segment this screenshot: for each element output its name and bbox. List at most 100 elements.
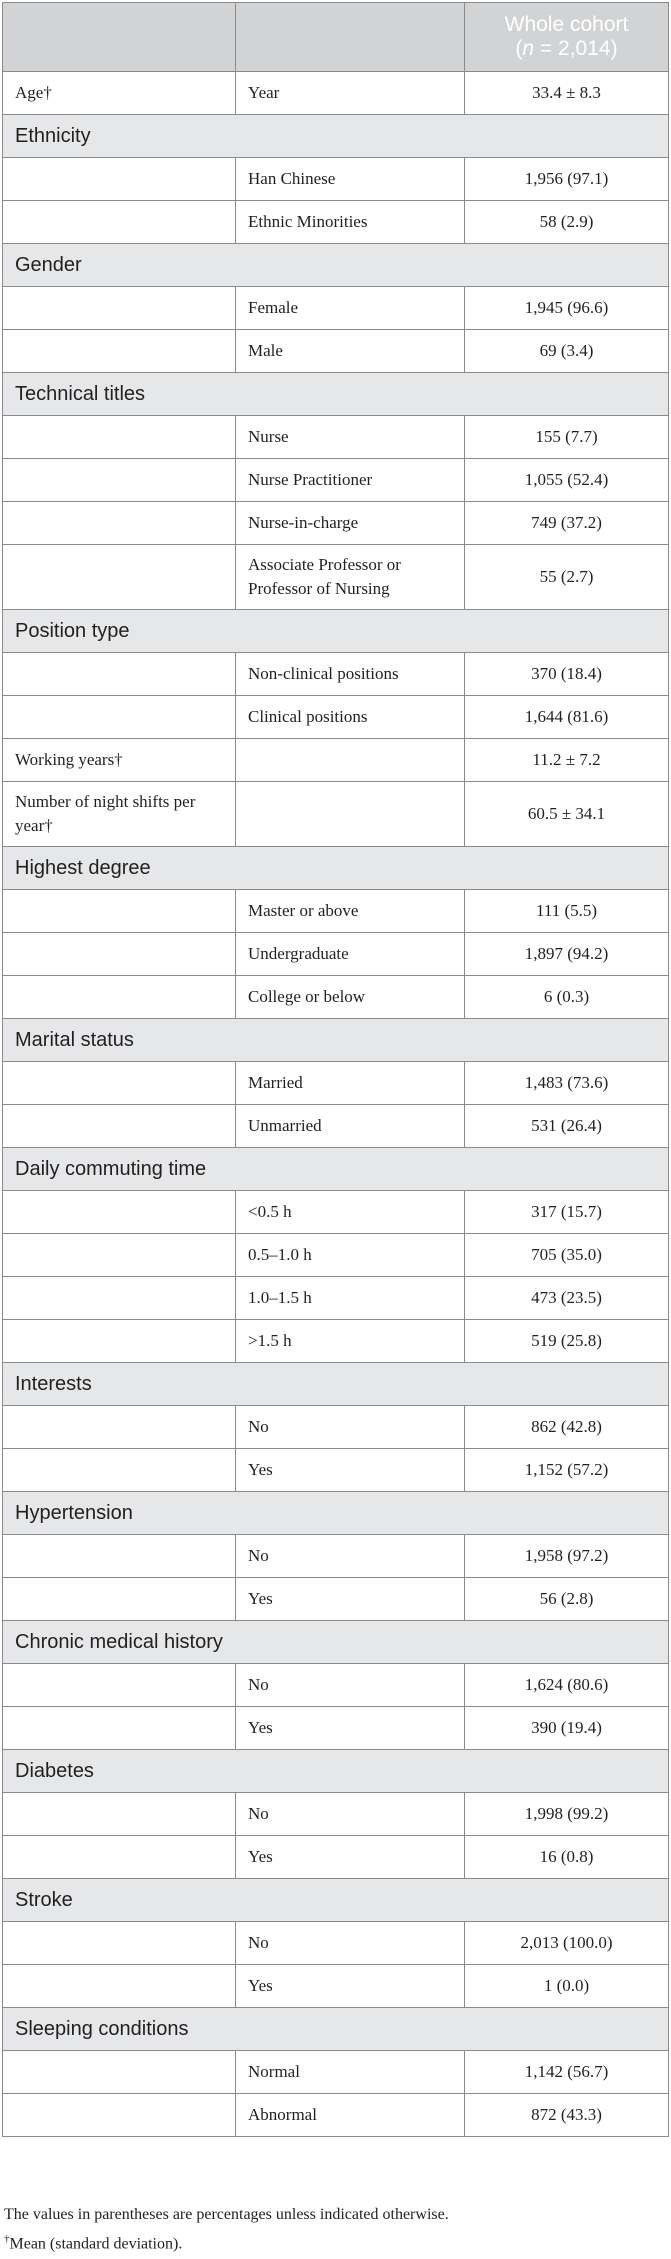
- table-row: Female 1,945 (96.6): [2, 286, 669, 330]
- row-label-cell: [2, 1921, 236, 1965]
- row-label-cell: Working years†: [2, 738, 236, 782]
- row-label-cell: [2, 975, 236, 1019]
- row-label-cell: [2, 458, 236, 502]
- row-value-cell: 531 (26.4): [464, 1104, 669, 1148]
- category-label: Ethnicity: [2, 114, 669, 158]
- row-label-cell: [2, 1061, 236, 1105]
- table-row: 1.0–1.5 h 473 (23.5): [2, 1276, 669, 1320]
- table-footnotes: The values in parentheses are percentage…: [4, 2202, 668, 2256]
- row-subcategory-cell: Han Chinese: [235, 157, 465, 201]
- table-row: Normal 1,142 (56.7): [2, 2050, 669, 2094]
- row-label-cell: Age†: [2, 71, 236, 115]
- table-row: Master or above 111 (5.5): [2, 889, 669, 933]
- footnote-mean-text: Mean (standard deviation).: [9, 2235, 183, 2253]
- table-row: No 862 (42.8): [2, 1405, 669, 1449]
- row-value-cell: 33.4 ± 8.3: [464, 71, 669, 115]
- category-label: Position type: [2, 609, 669, 653]
- row-label-cell: [2, 1534, 236, 1578]
- row-subcategory-cell: Abnormal: [235, 2093, 465, 2137]
- row-label-cell: [2, 889, 236, 933]
- row-subcategory-cell: Yes: [235, 1706, 465, 1750]
- footnote-dagger: †: [4, 2233, 10, 2245]
- row-subcategory-cell: Non-clinical positions: [235, 652, 465, 696]
- row-value-cell: 872 (43.3): [464, 2093, 669, 2137]
- category-label: Highest degree: [2, 846, 669, 890]
- row-subcategory-cell: Normal: [235, 2050, 465, 2094]
- category-header-row: Stroke: [2, 1878, 669, 1922]
- category-header-row: Marital status: [2, 1018, 669, 1062]
- row-label-cell: [2, 415, 236, 459]
- row-subcategory-cell: Nurse Practitioner: [235, 458, 465, 502]
- row-value-cell: 2,013 (100.0): [464, 1921, 669, 1965]
- row-subcategory-cell: Yes: [235, 1964, 465, 2008]
- row-value-cell: 317 (15.7): [464, 1190, 669, 1234]
- table-row: College or below 6 (0.3): [2, 975, 669, 1019]
- row-label-cell: [2, 200, 236, 244]
- row-label-cell: [2, 286, 236, 330]
- row-value-cell: 1,483 (73.6): [464, 1061, 669, 1105]
- row-value-cell: 58 (2.9): [464, 200, 669, 244]
- header-whole-cohort: Whole cohort (n = 2,014): [464, 2, 669, 72]
- table-row: <0.5 h 317 (15.7): [2, 1190, 669, 1234]
- row-subcategory-cell: Ethnic Minorities: [235, 200, 465, 244]
- row-label-cell: [2, 329, 236, 373]
- row-subcategory-cell: No: [235, 1663, 465, 1707]
- table-row: No 1,624 (80.6): [2, 1663, 669, 1707]
- row-subcategory-cell: Yes: [235, 1835, 465, 1879]
- row-label-cell: [2, 1276, 236, 1320]
- table-row: Yes 1 (0.0): [2, 1964, 669, 2008]
- row-label-cell: Number of night shifts per year†: [2, 781, 236, 847]
- footnote-mean: †Mean (standard deviation).: [4, 2227, 668, 2256]
- table-row: Married 1,483 (73.6): [2, 1061, 669, 1105]
- row-subcategory-cell: Yes: [235, 1577, 465, 1621]
- row-value-cell: 1,152 (57.2): [464, 1448, 669, 1492]
- row-label-cell: [2, 695, 236, 739]
- row-subcategory-cell: Nurse: [235, 415, 465, 459]
- header-cell-blank-1: [2, 2, 236, 72]
- category-header-row: Daily commuting time: [2, 1147, 669, 1191]
- table-row: Male 69 (3.4): [2, 329, 669, 373]
- row-subcategory-cell: No: [235, 1405, 465, 1449]
- row-label-cell: [2, 1577, 236, 1621]
- table-row: Non-clinical positions 370 (18.4): [2, 652, 669, 696]
- table-row: Yes 56 (2.8): [2, 1577, 669, 1621]
- row-value-cell: 69 (3.4): [464, 329, 669, 373]
- category-label: Daily commuting time: [2, 1147, 669, 1191]
- row-label-cell: [2, 1964, 236, 2008]
- row-subcategory-cell: [235, 781, 465, 847]
- category-header-row: Gender: [2, 243, 669, 287]
- header-n: (n = 2,014): [515, 37, 618, 60]
- row-label-cell: [2, 1319, 236, 1363]
- row-value-cell: 1,998 (99.2): [464, 1792, 669, 1836]
- table-row: Undergraduate 1,897 (94.2): [2, 932, 669, 976]
- row-label-cell: [2, 932, 236, 976]
- row-label-cell: [2, 1104, 236, 1148]
- row-value-cell: 155 (7.7): [464, 415, 669, 459]
- category-label: Hypertension: [2, 1491, 669, 1535]
- table-row: Yes 1,152 (57.2): [2, 1448, 669, 1492]
- category-header-row: Hypertension: [2, 1491, 669, 1535]
- row-value-cell: 1,897 (94.2): [464, 932, 669, 976]
- footnote-percentages: The values in parentheses are percentage…: [4, 2206, 449, 2223]
- row-label-cell: [2, 1663, 236, 1707]
- category-label: Gender: [2, 243, 669, 287]
- category-label: Diabetes: [2, 1749, 669, 1793]
- row-subcategory-cell: College or below: [235, 975, 465, 1019]
- header-cell-blank-2: [235, 2, 465, 72]
- row-subcategory-cell: 1.0–1.5 h: [235, 1276, 465, 1320]
- row-value-cell: 705 (35.0): [464, 1233, 669, 1277]
- table-row: Yes 390 (19.4): [2, 1706, 669, 1750]
- table-row: No 1,958 (97.2): [2, 1534, 669, 1578]
- category-header-row: Ethnicity: [2, 114, 669, 158]
- row-subcategory-cell: Female: [235, 286, 465, 330]
- table-row: Working years† 11.2 ± 7.2: [2, 738, 669, 782]
- table-row: Abnormal 872 (43.3): [2, 2093, 669, 2137]
- category-header-row: Technical titles: [2, 372, 669, 416]
- category-label: Technical titles: [2, 372, 669, 416]
- row-subcategory-cell: >1.5 h: [235, 1319, 465, 1363]
- row-label-cell: [2, 1792, 236, 1836]
- table-row: Nurse Practitioner 1,055 (52.4): [2, 458, 669, 502]
- category-header-row: Interests: [2, 1362, 669, 1406]
- row-value-cell: 390 (19.4): [464, 1706, 669, 1750]
- table-row: Nurse-in-charge 749 (37.2): [2, 501, 669, 545]
